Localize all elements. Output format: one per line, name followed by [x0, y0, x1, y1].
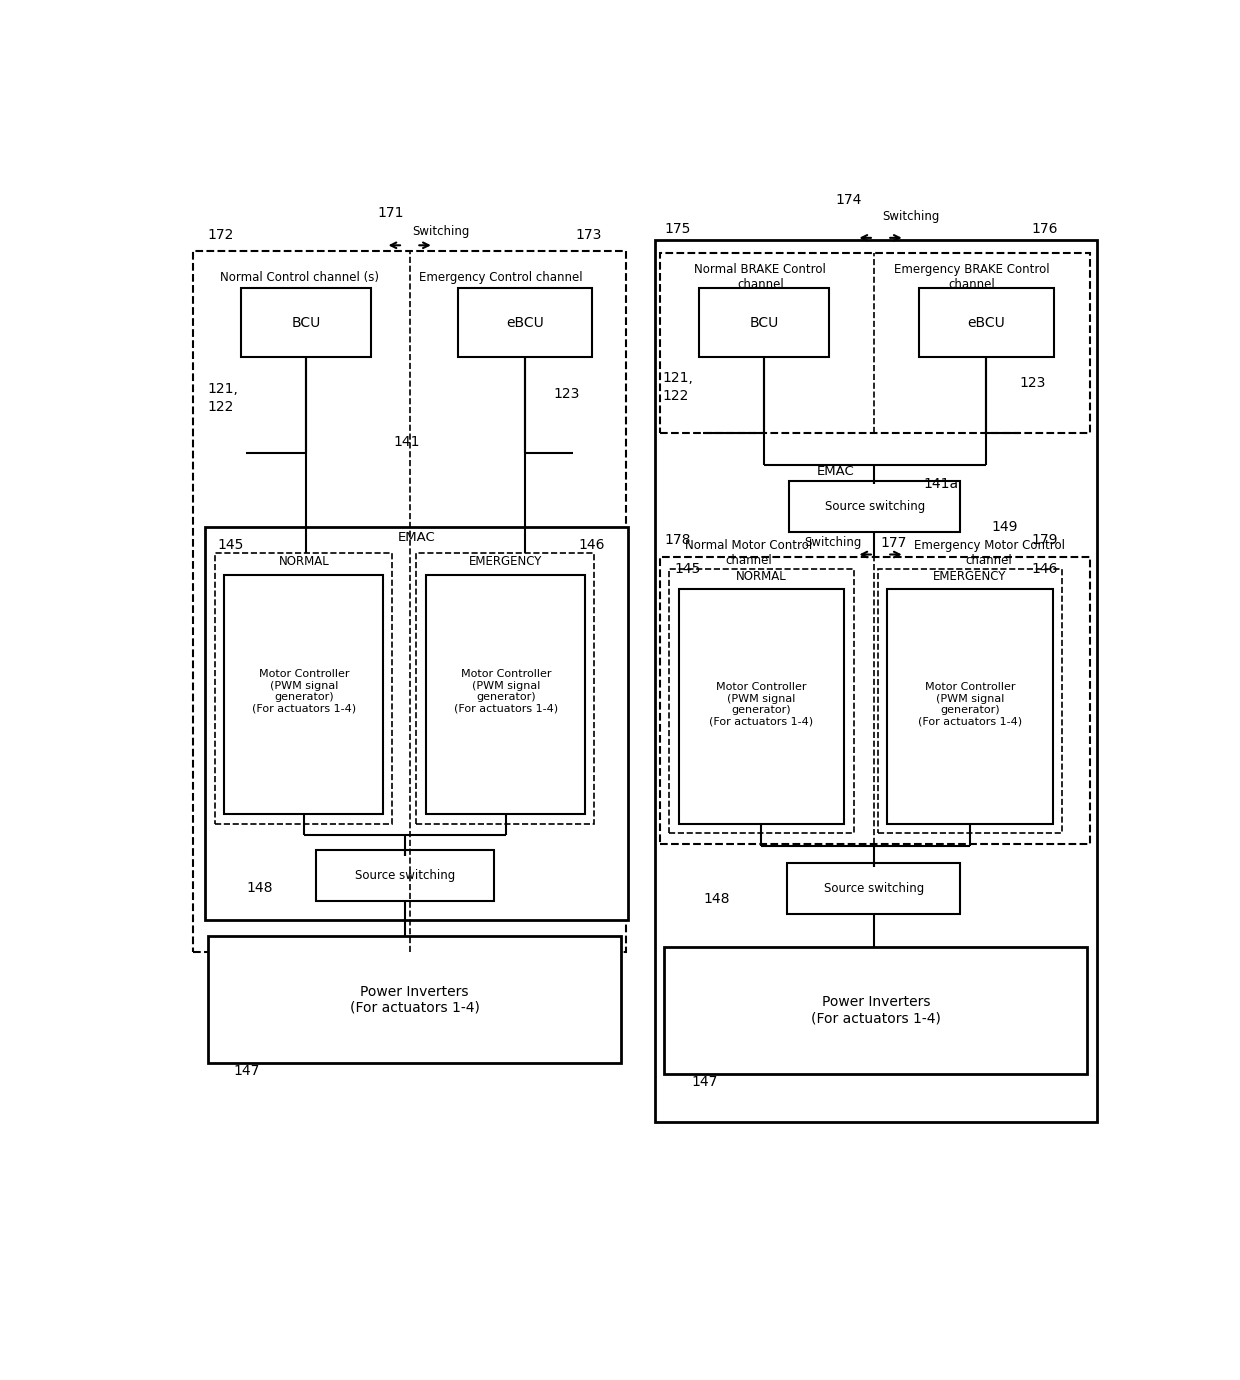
Text: EMERGENCY: EMERGENCY	[934, 570, 1007, 584]
Text: 147: 147	[691, 1075, 718, 1089]
Bar	[789, 482, 960, 533]
Text: Switching: Switching	[883, 210, 940, 224]
Bar	[787, 862, 960, 914]
Text: EMAC: EMAC	[398, 531, 435, 544]
Bar	[193, 251, 626, 952]
Text: eBCU: eBCU	[967, 316, 1006, 330]
Text: Motor Controller
(PWM signal
generator)
(For actuators 1-4): Motor Controller (PWM signal generator) …	[252, 669, 356, 713]
Bar	[224, 574, 383, 814]
Text: Emergency Control channel: Emergency Control channel	[419, 270, 583, 284]
Bar	[655, 240, 1096, 1122]
Bar	[215, 553, 392, 824]
Text: 173: 173	[575, 228, 601, 242]
Text: Switching: Switching	[804, 537, 862, 549]
Text: EMAC: EMAC	[817, 465, 854, 477]
Text: 146: 146	[578, 538, 605, 552]
Text: 171: 171	[377, 207, 404, 221]
Bar	[205, 527, 627, 920]
Text: 146: 146	[1032, 563, 1058, 577]
Text: Motor Controller
(PWM signal
generator)
(For actuators 1-4): Motor Controller (PWM signal generator) …	[454, 669, 558, 713]
Text: 179: 179	[1032, 533, 1058, 546]
Text: Normal Motor Control
channel: Normal Motor Control channel	[686, 540, 812, 567]
Text: Normal BRAKE Control
channel: Normal BRAKE Control channel	[694, 264, 826, 291]
Text: 145: 145	[675, 563, 701, 577]
Text: 121,: 121,	[662, 371, 693, 385]
Text: Power Inverters
(For actuators 1-4): Power Inverters (For actuators 1-4)	[350, 985, 480, 1014]
Text: 149: 149	[991, 520, 1018, 534]
Text: 174: 174	[835, 193, 862, 207]
Text: BCU: BCU	[750, 316, 779, 330]
Text: Motor Controller
(PWM signal
generator)
(For actuators 1-4): Motor Controller (PWM signal generator) …	[918, 682, 1022, 727]
Text: 141a: 141a	[924, 477, 959, 491]
Bar	[678, 588, 844, 824]
Bar	[919, 288, 1054, 357]
Text: BCU: BCU	[291, 316, 320, 330]
Bar	[427, 574, 584, 814]
Text: Normal Control channel (s): Normal Control channel (s)	[219, 270, 378, 284]
Text: 148: 148	[247, 882, 273, 896]
Text: Source switching: Source switching	[355, 869, 455, 882]
Text: 177: 177	[880, 535, 906, 549]
Text: eBCU: eBCU	[506, 316, 544, 330]
Text: NORMAL: NORMAL	[279, 555, 330, 569]
Bar	[660, 253, 1090, 433]
Text: 178: 178	[665, 533, 691, 546]
Text: Power Inverters
(For actuators 1-4): Power Inverters (For actuators 1-4)	[811, 995, 941, 1025]
Bar	[699, 288, 828, 357]
Text: 175: 175	[665, 222, 691, 236]
Bar	[660, 556, 1090, 843]
Text: 121,: 121,	[208, 382, 239, 396]
Bar	[208, 936, 621, 1064]
Bar	[242, 288, 371, 357]
Text: 123: 123	[554, 386, 580, 402]
Text: 123: 123	[1019, 377, 1047, 391]
Text: 141: 141	[393, 435, 420, 448]
Text: 148: 148	[703, 891, 729, 905]
Text: 172: 172	[208, 228, 234, 242]
Text: Motor Controller
(PWM signal
generator)
(For actuators 1-4): Motor Controller (PWM signal generator) …	[709, 682, 813, 727]
Text: EMERGENCY: EMERGENCY	[469, 555, 542, 569]
Text: 122: 122	[208, 400, 234, 414]
Text: Emergency Motor Control
channel: Emergency Motor Control channel	[914, 540, 1065, 567]
Text: 176: 176	[1032, 222, 1058, 236]
Bar	[458, 288, 593, 357]
Text: NORMAL: NORMAL	[737, 570, 786, 584]
Bar	[316, 850, 495, 901]
Bar	[665, 947, 1087, 1074]
Bar	[878, 570, 1063, 834]
Text: 122: 122	[662, 389, 688, 403]
Bar	[670, 570, 853, 834]
Text: Switching: Switching	[413, 225, 470, 237]
Text: Emergency BRAKE Control
channel: Emergency BRAKE Control channel	[894, 264, 1050, 291]
Text: Source switching: Source switching	[825, 500, 925, 513]
Bar	[888, 588, 1053, 824]
Bar	[417, 553, 594, 824]
Text: Source switching: Source switching	[823, 882, 924, 894]
Text: 147: 147	[234, 1064, 260, 1078]
Text: 145: 145	[217, 538, 244, 552]
